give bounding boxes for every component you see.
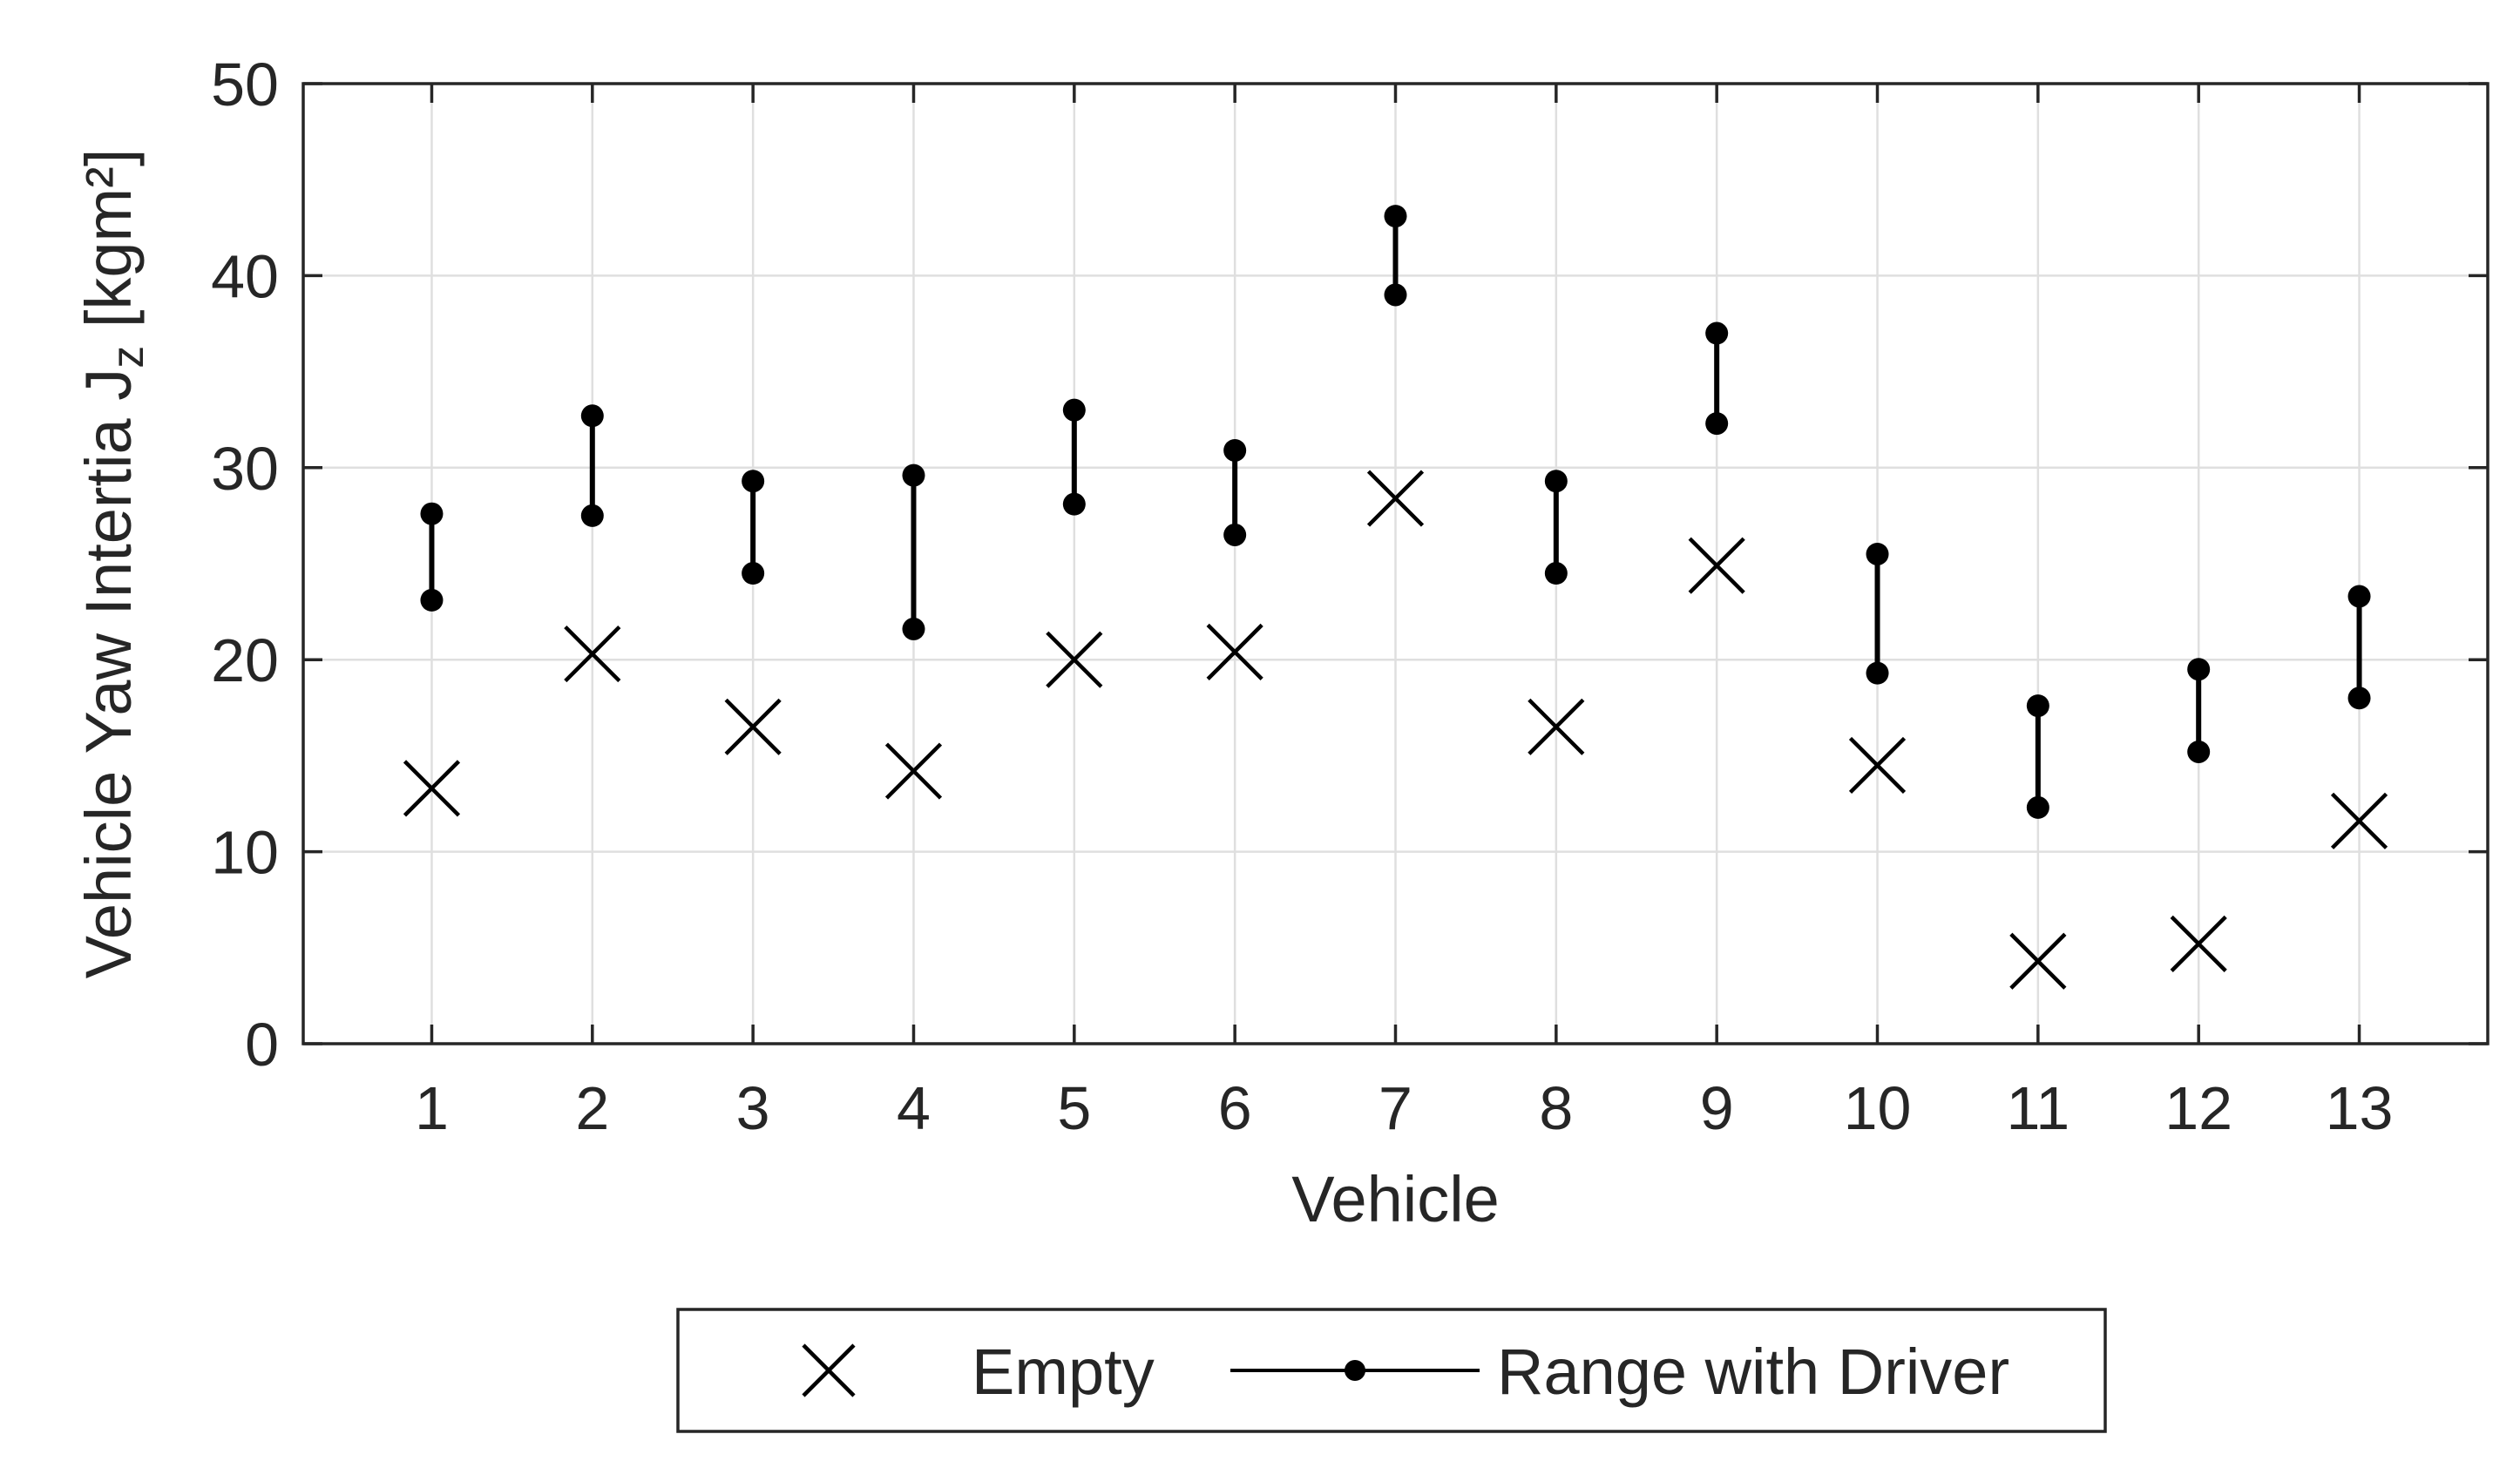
range-high-point: [1866, 542, 1889, 565]
empty-x-marker: [403, 760, 461, 817]
x-stroke: [2330, 792, 2388, 849]
range-low-point: [742, 562, 765, 585]
y-tick-label: 20: [211, 626, 279, 694]
legend-dot: [1345, 1360, 1365, 1381]
x-stroke: [1528, 698, 1585, 755]
range-low-point: [1223, 523, 1247, 546]
x-tick-label: 3: [736, 1074, 770, 1142]
x-stroke: [564, 625, 621, 683]
x-stroke: [884, 742, 943, 800]
x-stroke: [724, 698, 782, 755]
range-low-point: [2187, 740, 2211, 763]
range-high-point: [580, 404, 604, 428]
x-tick-label: 9: [1700, 1074, 1734, 1142]
empty-x-marker: [1366, 470, 1425, 527]
x-tick-label: 4: [897, 1074, 931, 1142]
x-tick-label: 5: [1057, 1074, 1091, 1142]
x-tick-label: 12: [2164, 1074, 2232, 1142]
range-low-point: [1544, 562, 1568, 585]
range-high-point: [902, 463, 925, 487]
x-stroke: [802, 1343, 856, 1397]
x-stroke: [1848, 736, 1907, 795]
empty-x-marker: [1848, 736, 1907, 795]
range-low-point: [420, 588, 444, 612]
legend-range-line-icon: [1230, 1360, 1480, 1381]
axis-ticks: [303, 82, 2488, 1045]
legend-label-range-with-driver: Range with Driver: [1497, 1336, 2009, 1408]
y-tick-label: 0: [245, 1011, 279, 1079]
y-axis-label-subscript: z: [103, 346, 153, 369]
x-stroke: [2009, 932, 2067, 990]
empty-x-marker: [1046, 631, 1103, 688]
range-high-point: [1544, 470, 1568, 493]
empty-x-marker: [2330, 792, 2388, 849]
empty-x-marker: [1688, 537, 1745, 594]
y-tick-labels: 0 10 20 30 40 50: [211, 51, 279, 1079]
legend-label-empty: Empty: [972, 1336, 1155, 1408]
x-tick-label: 10: [1844, 1074, 1912, 1142]
range-low-point: [1866, 661, 1889, 685]
range-low-point: [902, 617, 925, 640]
range-low-point: [1705, 412, 1729, 436]
legend: Empty Range with Driver: [676, 1308, 2107, 1433]
x-axis-label: Vehicle: [1291, 1163, 1500, 1235]
range-high-point: [1705, 321, 1729, 345]
y-axis-label: Vehicle Yaw Intertia Jz [kgm²]: [72, 149, 153, 979]
x-stroke: [1206, 623, 1263, 680]
x-tick-label: 13: [2326, 1074, 2394, 1142]
x-stroke: [403, 760, 461, 817]
x-tick-label: 8: [1539, 1074, 1573, 1142]
range-high-point: [2026, 694, 2049, 718]
x-tick-labels: 1 2 3 4 5 6 7 8 9 10 11 12 13: [415, 1074, 2393, 1142]
range-high-point: [1384, 205, 1407, 228]
x-stroke: [1046, 631, 1103, 688]
x-tick-label: 6: [1218, 1074, 1252, 1142]
range-low-point: [1384, 283, 1407, 307]
empty-x-marker: [2009, 932, 2067, 990]
y-tick-label: 10: [211, 819, 279, 887]
range-low-point: [2347, 687, 2371, 710]
x-stroke: [1688, 537, 1745, 594]
y-axis-label-unit: [kgm²]: [72, 149, 145, 346]
empty-x-marker: [564, 625, 621, 683]
y-tick-label: 50: [211, 51, 279, 118]
range-high-point: [1223, 438, 1247, 462]
x-tick-label: 2: [575, 1074, 609, 1142]
x-tick-label: 7: [1379, 1074, 1412, 1142]
range-high-point: [2347, 585, 2371, 608]
range-high-point: [742, 470, 765, 493]
y-tick-label: 40: [211, 242, 279, 310]
range-low-point: [580, 504, 604, 527]
range-high-point: [1062, 398, 1086, 422]
y-axis-label-main: Vehicle Yaw Intertia J: [72, 369, 145, 979]
legend-x-marker-icon: [802, 1343, 856, 1397]
x-stroke: [2170, 915, 2227, 972]
empty-x-marker: [2170, 915, 2227, 972]
x-stroke: [1366, 470, 1425, 527]
x-tick-label: 11: [2007, 1074, 2070, 1142]
range-low-point: [1062, 492, 1086, 516]
range-high-point: [420, 502, 444, 525]
range-high-point: [2187, 658, 2211, 681]
empty-series: [403, 470, 2388, 990]
empty-x-marker: [1528, 698, 1585, 755]
range-low-point: [2026, 795, 2049, 819]
y-tick-label: 30: [211, 435, 279, 503]
range-with-driver-series: [420, 205, 2371, 819]
x-tick-label: 1: [415, 1074, 449, 1142]
empty-x-marker: [1206, 623, 1263, 680]
empty-x-marker: [884, 742, 943, 800]
empty-x-marker: [724, 698, 782, 755]
